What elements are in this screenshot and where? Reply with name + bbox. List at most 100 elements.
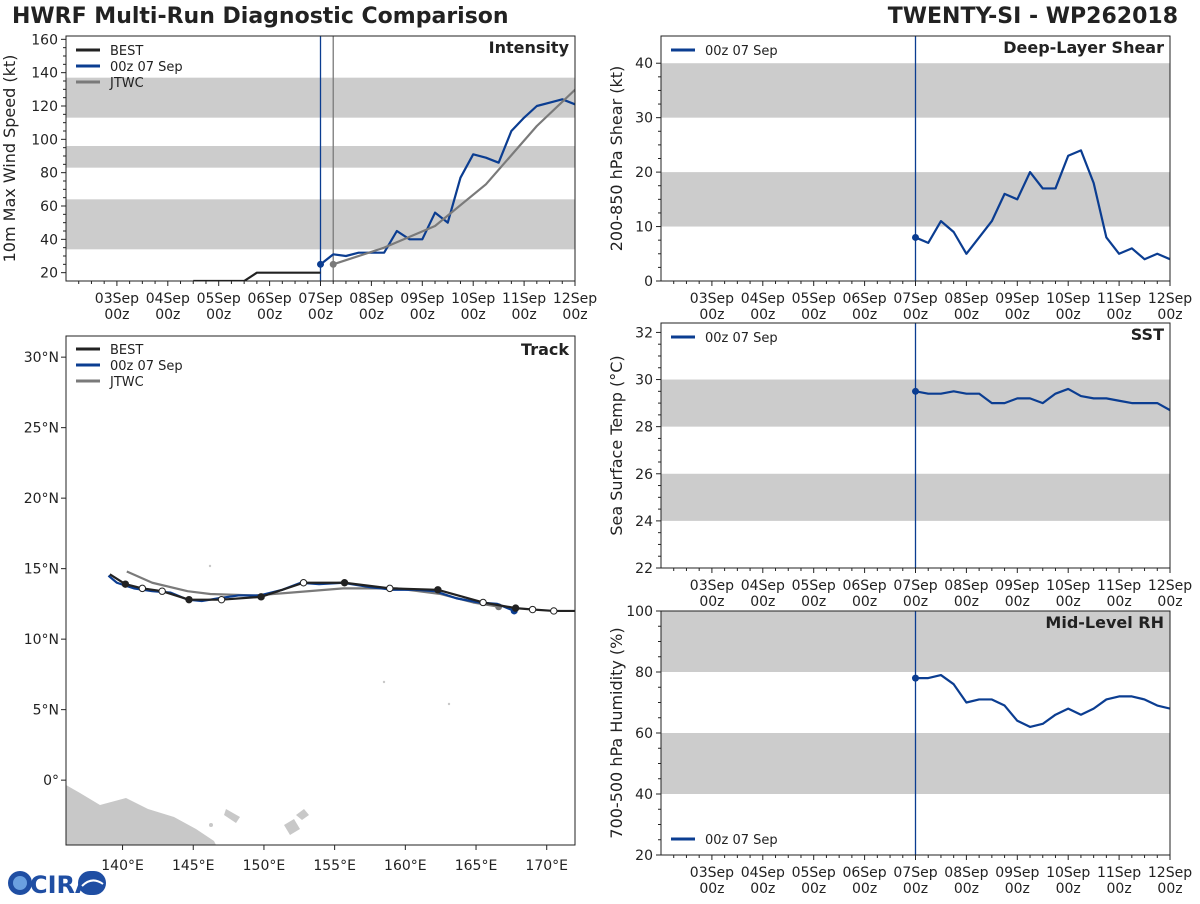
chart-track: 140°E 145°E 150°E 155°E 160°E 165°E 170°E 0° 5°N…: [24, 335, 576, 874]
lon-tick-label: 165°E: [455, 858, 498, 874]
x-tick-label-time: 00z: [903, 594, 928, 610]
track-position-marker: [479, 598, 487, 607]
y-tick-label: 100: [626, 604, 653, 620]
landmass-shape: [66, 785, 216, 845]
y-tick-label: 26: [635, 467, 653, 483]
lon-tick-label: 170°E: [525, 858, 568, 874]
x-tick-label: 05Sep: [197, 291, 241, 307]
x-tick-label: 06Sep: [842, 578, 886, 594]
x-tick-label-time: 00z: [1107, 594, 1132, 610]
series-line-hwrf: [915, 673, 1170, 729]
x-tick-label: 12Sep: [1148, 291, 1192, 307]
x-tick-label-time: 00z: [954, 594, 979, 610]
island-shape: [296, 809, 309, 820]
track-position-marker: [340, 579, 349, 587]
x-tick-label: 09Sep: [995, 578, 1039, 594]
x-tick-label-time: 00z: [1056, 307, 1081, 323]
x-tick-label: 06Sep: [247, 291, 291, 307]
chart-title: Mid-Level RH: [1045, 613, 1164, 632]
chart-intensity: 2040608010012014016003Sep00z04Sep00z05Se…: [0, 32, 597, 323]
legend-label: JTWC: [109, 375, 144, 390]
x-tick-label-time: 00z: [801, 881, 826, 897]
x-tick-label: 04Sep: [741, 865, 785, 881]
legend-label: 00z 07 Sep: [705, 44, 778, 59]
x-tick-label-time: 00z: [801, 307, 826, 323]
x-tick-label-time: 00z: [206, 307, 231, 323]
island-dot: [447, 702, 451, 706]
x-tick-label: 10Sep: [1046, 578, 1090, 594]
y-axis-label: 700-500 hPa Humidity (%): [607, 627, 626, 838]
x-tick-label-time: 00z: [359, 307, 384, 323]
chart-title: Track: [521, 340, 569, 359]
page-title: HWRF Multi-Run Diagnostic Comparison: [12, 4, 509, 29]
x-tick-label: 04Sep: [146, 291, 190, 307]
lat-tick-label: 15°N: [24, 562, 59, 578]
x-tick-label-time: 00z: [257, 307, 282, 323]
y-tick-label: 40: [635, 56, 653, 72]
x-tick-label: 10Sep: [1046, 865, 1090, 881]
x-tick-label: 04Sep: [741, 291, 785, 307]
x-tick-label-time: 00z: [750, 594, 775, 610]
legend-label: 00z 07 Sep: [110, 60, 183, 75]
x-tick-label: 03Sep: [690, 865, 734, 881]
plot-frame: [660, 35, 1171, 282]
y-axis-label: 200-850 hPa Shear (kt): [607, 66, 626, 252]
x-tick-label: 05Sep: [792, 291, 836, 307]
legend-label: JTWC: [109, 76, 144, 91]
plot-frame: [660, 610, 1171, 856]
lat-tick-label: 30°N: [24, 350, 59, 366]
lat-tick-label: 5°N: [33, 703, 59, 719]
x-tick-label-time: 00z: [308, 307, 333, 323]
y-tick-label: 20: [635, 848, 653, 864]
y-axis-label: Sea Surface Temp (°C): [607, 355, 626, 535]
plot-frame: [65, 335, 576, 846]
x-tick-label: 12Sep: [1148, 578, 1192, 594]
x-tick-label: 07Sep: [298, 291, 342, 307]
island-dot: [208, 564, 212, 568]
x-tick-label: 05Sep: [792, 865, 836, 881]
x-tick-label-time: 00z: [750, 307, 775, 323]
x-tick-label-time: 00z: [1107, 881, 1132, 897]
y-tick-label: 22: [635, 561, 653, 577]
track-position-marker: [511, 604, 520, 612]
legend-label: BEST: [110, 44, 143, 59]
y-tick-label: 80: [635, 665, 653, 681]
track-position-marker: [121, 580, 130, 588]
x-tick-label: 09Sep: [400, 291, 444, 307]
x-tick-label-time: 00z: [1005, 307, 1030, 323]
legend-label: BEST: [110, 343, 143, 358]
chart-title: Deep-Layer Shear: [1003, 38, 1164, 57]
lat-tick-label: 10°N: [24, 632, 59, 648]
series-start-point-hwrf: [317, 260, 324, 268]
series-line-hwrf: [915, 387, 1170, 412]
x-tick-label-time: 00z: [699, 594, 724, 610]
lon-tick-label: 145°E: [172, 858, 215, 874]
y-tick-label: 24: [635, 514, 653, 530]
x-tick-label: 03Sep: [95, 291, 139, 307]
x-tick-label-time: 00z: [903, 881, 928, 897]
x-tick-label-time: 00z: [1157, 881, 1182, 897]
lon-tick-label: 150°E: [243, 858, 286, 874]
landmass: [66, 564, 451, 845]
x-tick-label: 05Sep: [792, 578, 836, 594]
chart-title: SST: [1131, 325, 1164, 344]
x-tick-label: 10Sep: [451, 291, 495, 307]
y-tick-label: 30: [635, 111, 653, 127]
y-axis-label: 10m Max Wind Speed (kt): [0, 55, 19, 263]
x-tick-label-time: 00z: [1056, 594, 1081, 610]
track-position-marker: [299, 579, 308, 587]
x-tick-label: 08Sep: [944, 291, 988, 307]
lat-tick-label: 20°N: [24, 491, 59, 507]
track-position-marker: [217, 595, 226, 604]
y-tick-label: 100: [31, 132, 58, 148]
lon-tick-label: 160°E: [384, 858, 427, 874]
x-tick-label-time: 00z: [155, 307, 180, 323]
x-tick-label: 04Sep: [741, 578, 785, 594]
lat-tick-label: 0°: [43, 773, 59, 789]
x-tick-label: 07Sep: [893, 865, 937, 881]
x-tick-label-time: 00z: [954, 307, 979, 323]
series-start-point-hwrf: [912, 387, 919, 395]
x-tick-label: 06Sep: [842, 291, 886, 307]
plot-frame: [660, 322, 1171, 569]
